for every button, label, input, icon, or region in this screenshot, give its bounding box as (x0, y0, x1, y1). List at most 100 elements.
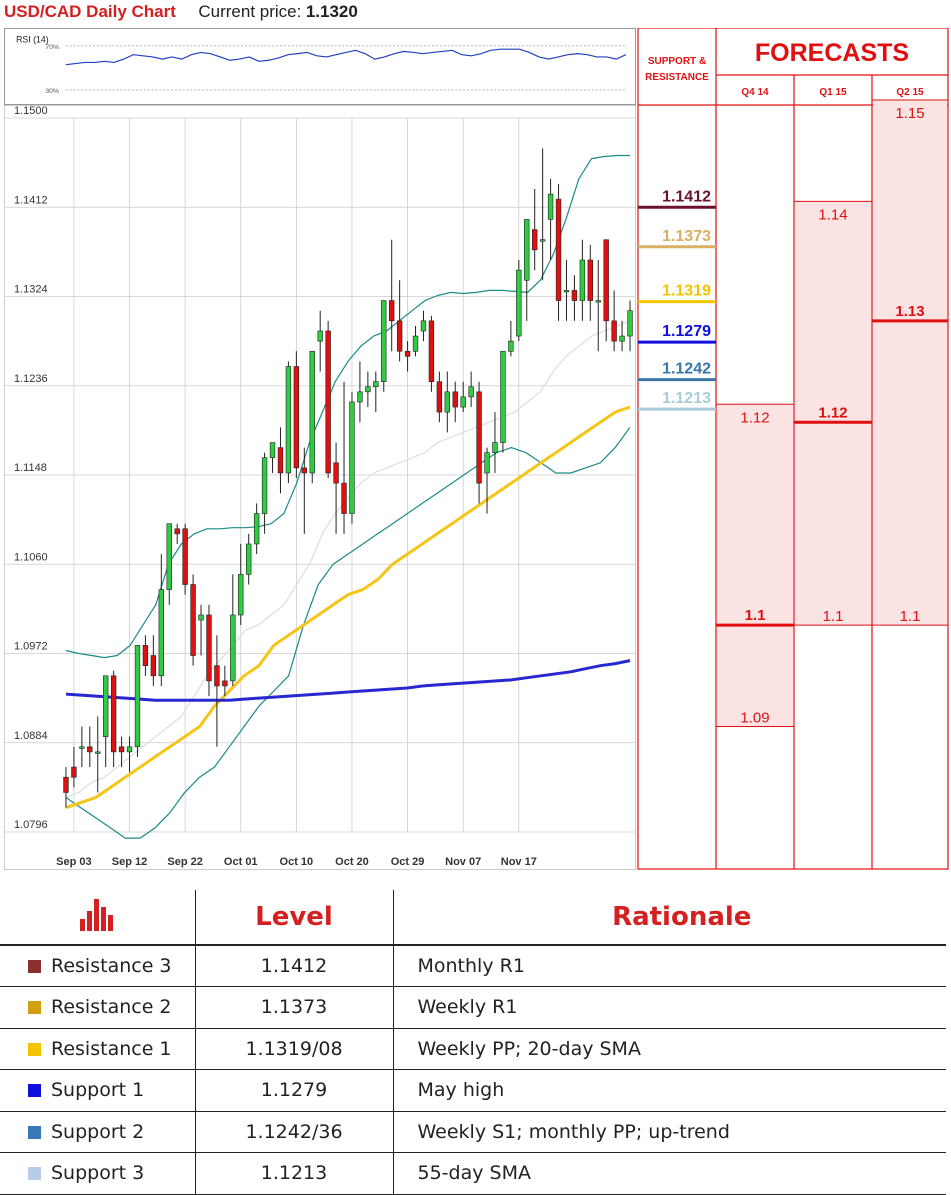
level-rationale: Weekly S1; monthly PP; up-trend (392, 1111, 946, 1153)
candle-up (524, 219, 530, 281)
level-name: Support 3 (51, 1162, 145, 1185)
candle-up (619, 335, 625, 342)
level-name-cell: Resistance 3 (0, 945, 195, 987)
y-tick-label: 1.1060 (14, 551, 48, 563)
forecast-range-band (873, 100, 947, 626)
x-tick-label: Nov 07 (445, 856, 481, 868)
candle-up (365, 386, 371, 393)
candle-down (603, 239, 609, 322)
forecast-median-label: 1.13 (895, 303, 924, 320)
sma-slow-line (65, 659, 631, 702)
candle-up (460, 396, 466, 408)
candle-up (103, 675, 109, 737)
forecast-min-label: 1.1 (900, 608, 921, 625)
levels-table: Level Rationale Resistance 3 1.1412 Monthl… (0, 890, 946, 1195)
level-rationale: Monthly R1 (392, 945, 946, 987)
forecast-range-band (717, 404, 793, 727)
rationale-header: Rationale (392, 890, 946, 946)
candle-down (555, 198, 562, 301)
candle-up (373, 381, 379, 388)
table-row: Resistance 1 1.1319/08 Weekly PP; 20-day S… (0, 1028, 946, 1070)
header-icon-cell (0, 890, 195, 946)
candle-up (349, 401, 355, 514)
level-color-swatch (28, 1125, 41, 1139)
level-value: 1.1412 (194, 945, 393, 987)
candle-down (452, 391, 458, 408)
forecast-median-label: 1.1 (745, 607, 766, 624)
bollinger-lower-line (65, 426, 631, 839)
level-name: Resistance 1 (51, 1037, 172, 1060)
candle-down (110, 675, 117, 753)
candle-up (563, 290, 570, 293)
forecast-median-label: 1.12 (818, 404, 847, 421)
level-value: 1.1279 (194, 1069, 393, 1112)
candle-up (539, 239, 546, 242)
candle-up (285, 366, 292, 474)
forecast-range-band (795, 201, 871, 626)
sr-header-line2: RESISTANCE (645, 72, 709, 83)
candle-up (246, 543, 252, 575)
current-price-label: Current price: (198, 2, 302, 21)
candle-up (317, 330, 323, 342)
x-tick-label: Oct 29 (391, 856, 425, 868)
candle-down (87, 746, 93, 753)
sr-header-line1: SUPPORT & (648, 56, 706, 67)
forecast-max-label: 1.14 (818, 206, 847, 223)
rsi-label: RSI (14) (16, 35, 49, 45)
x-tick-label: Nov 17 (501, 856, 537, 868)
level-color-swatch (28, 1001, 41, 1015)
y-tick-label: 1.0972 (14, 641, 48, 653)
candle-down (222, 680, 228, 687)
candle-up (230, 614, 236, 682)
candle-down (436, 381, 443, 413)
candle-up (198, 614, 204, 621)
candle-up (357, 391, 363, 403)
candle-down (63, 776, 69, 793)
level-rationale: Weekly R1 (392, 986, 946, 1029)
forecast-max-label: 1.15 (895, 105, 924, 122)
level-label: 1.1213 (662, 390, 711, 407)
candle-up (492, 442, 498, 453)
chart-frame (4, 105, 636, 870)
y-tick-label: 1.1236 (14, 373, 48, 385)
y-tick-label: 1.1148 (14, 462, 47, 474)
level-color-swatch (28, 960, 41, 973)
candle-up (516, 269, 522, 337)
candle-up (166, 523, 172, 590)
table-row: Support 1 1.1279 May high (0, 1069, 946, 1112)
level-name-cell: Resistance 1 (0, 1028, 195, 1070)
level-rationale: 55-day SMA (392, 1152, 946, 1195)
candle-down (476, 391, 482, 484)
level-name-cell: Support 3 (0, 1152, 195, 1195)
table-row: Support 3 1.1213 55-day SMA (0, 1152, 946, 1195)
level-name-cell: Support 2 (0, 1111, 195, 1153)
candle-up (309, 350, 315, 474)
candle-up (627, 310, 633, 337)
candle-down (182, 528, 188, 585)
candle-up (381, 300, 387, 382)
rsi-upper-label: 70% (45, 44, 59, 51)
candle-down (389, 300, 395, 322)
sma-fast-line (65, 320, 631, 799)
candle-up (79, 746, 85, 749)
candle-down (214, 665, 220, 687)
table-row: Resistance 3 1.1412 Monthly R1 (0, 945, 946, 987)
levels-table-header: Level Rationale (0, 890, 946, 946)
level-value: 1.1213 (194, 1152, 393, 1195)
y-tick-label: 1.1500 (14, 105, 48, 117)
level-value: 1.1373 (194, 986, 393, 1029)
sma-medium-line (65, 405, 631, 810)
candle-up (484, 452, 490, 474)
price-chart: 1.1500 1.1412 1.1324 1.1236 1.1148 1.1060 1.09… (4, 105, 636, 870)
candle-up (95, 751, 101, 754)
level-label: 1.1319 (662, 283, 711, 300)
candle-down (325, 330, 331, 474)
candle-up (238, 574, 244, 616)
forecast-column-header: Q4 14 (741, 87, 769, 98)
level-rationale: Weekly PP; 20-day SMA (392, 1028, 946, 1070)
level-name: Resistance 2 (51, 996, 172, 1019)
level-name: Support 2 (51, 1120, 145, 1143)
level-name-cell: Support 1 (0, 1069, 195, 1112)
candle-up (508, 340, 514, 352)
candle-down (71, 766, 77, 778)
